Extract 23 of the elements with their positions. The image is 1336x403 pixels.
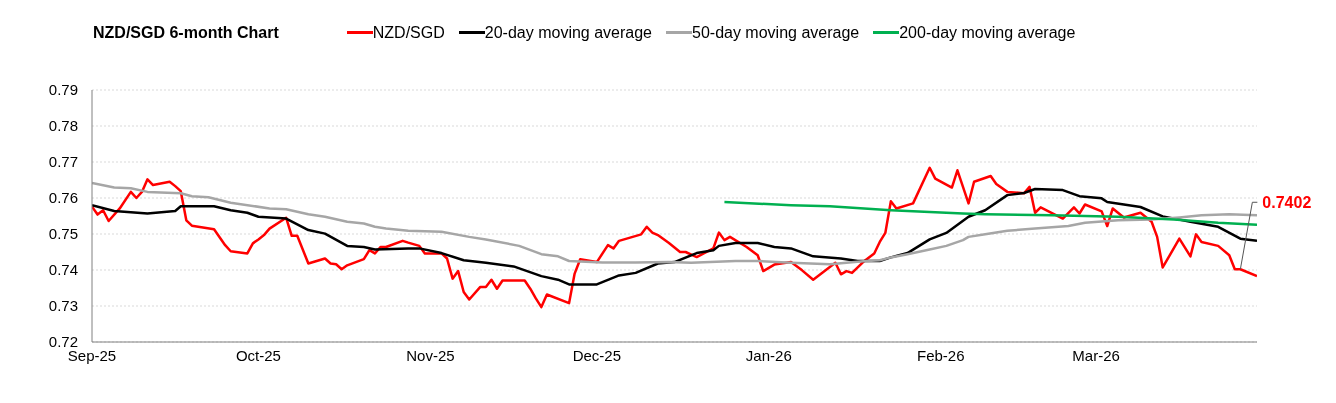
x-tick-label: Nov-25 [406, 346, 455, 364]
y-tick-label: 0.73 [48, 297, 78, 315]
annotation: 0.7402 [1262, 194, 1312, 212]
x-tick-label: Mar-26 [1072, 346, 1120, 364]
line-series [723, 200, 1257, 226]
chart-title: NZD/SGD 6-month Chart [93, 24, 279, 42]
legend-label: 20-day moving average [484, 24, 652, 42]
x-tick-label: Dec-25 [572, 346, 622, 364]
line-series [92, 181, 1257, 266]
legend-label: 50-day moving average [692, 24, 860, 42]
y-tick-label: 0.77 [48, 153, 78, 171]
y-tick-label: 0.78 [48, 117, 78, 135]
x-tick-label: Jan-26 [745, 346, 792, 364]
y-tick-label: 0.75 [48, 225, 78, 243]
line-series [92, 166, 1257, 309]
legend-label: NZD/SGD [372, 24, 445, 42]
x-tick-label: Feb-26 [917, 346, 965, 364]
line-series [92, 187, 1257, 286]
y-tick-label: 0.79 [48, 81, 78, 99]
y-tick-label: 0.74 [48, 261, 78, 279]
legend-label: 200-day moving average [899, 24, 1076, 42]
y-tick-label: 0.76 [48, 189, 78, 207]
x-tick-label: Oct-25 [235, 346, 281, 364]
